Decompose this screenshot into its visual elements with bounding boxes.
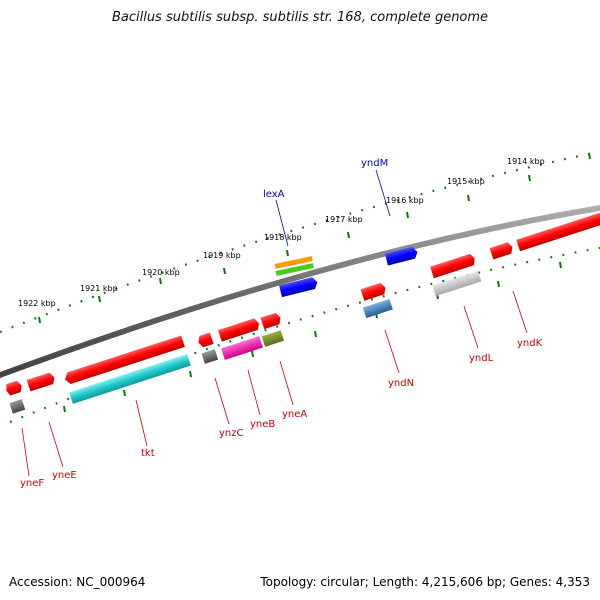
major-ticks xyxy=(38,152,591,324)
kbp-label: 1916 kbp xyxy=(386,196,424,205)
gene-yneA-olive xyxy=(261,330,285,347)
kbp-label: 1920 kbp xyxy=(142,268,180,277)
gene-label-yneE: yneE xyxy=(52,470,77,481)
gene-lexA-green xyxy=(275,263,314,276)
leader-lines xyxy=(21,290,528,477)
gene-yneB-upper xyxy=(218,318,259,342)
gene-yndL-upper xyxy=(430,253,475,279)
gene-label-yneB: yneB xyxy=(250,419,275,430)
kbp-label: 1919 kbp xyxy=(203,251,241,260)
gene-label-tkt: tkt xyxy=(141,448,155,459)
gene-grey-small-1 xyxy=(9,399,26,414)
accession-text: Accession: NC_000964 xyxy=(9,575,146,589)
gene-lexA-orange xyxy=(274,256,313,269)
outer-tick-track xyxy=(0,150,599,334)
kbp-label: 1918 kbp xyxy=(264,233,302,242)
gene-label-yndN: yndN xyxy=(388,378,414,389)
gene-yneB-magenta xyxy=(221,336,263,360)
kbp-label: 1915 kbp xyxy=(447,177,485,186)
gene-yndL-light xyxy=(432,270,482,297)
gene-lexA xyxy=(279,277,318,298)
gene-label-yndM: yndM xyxy=(361,158,388,169)
gene-yndN-upper xyxy=(360,282,386,301)
genome-summary-text: Topology: circular; Length: 4,215,606 bp… xyxy=(260,575,590,589)
gene-tkt-cyan xyxy=(69,354,191,404)
inner-major-ticks xyxy=(63,261,562,413)
gene-label-yndK: yndK xyxy=(517,338,543,349)
gene-yndN-steel xyxy=(362,298,393,319)
gene-label-yneF: yneF xyxy=(20,478,44,489)
kbp-label: 1914 kbp xyxy=(507,157,545,166)
gene-label-yndL: yndL xyxy=(469,353,494,364)
gene-ynzC xyxy=(198,332,214,348)
gene-yneE xyxy=(26,372,55,392)
gene-yneF xyxy=(6,380,22,396)
gene-yneA-upper xyxy=(260,312,281,330)
kbp-label: 1917 kbp xyxy=(325,215,363,224)
gene-yndK-left xyxy=(489,242,513,260)
gene-yndK xyxy=(516,212,600,252)
kbp-label: 1921 kbp xyxy=(80,284,118,293)
gene-yndM xyxy=(384,247,418,266)
gene-tkt xyxy=(65,335,185,384)
gene-label-ynzC: ynzC xyxy=(219,428,244,439)
gene-label-lexA: lexA xyxy=(263,189,285,200)
gene-grey-small-2 xyxy=(201,349,219,364)
map-title: Bacillus subtilis subsp. subtilis str. 1… xyxy=(111,10,489,25)
gene-label-yneA: yneA xyxy=(282,409,307,420)
kbp-label: 1922 kbp xyxy=(18,299,56,308)
